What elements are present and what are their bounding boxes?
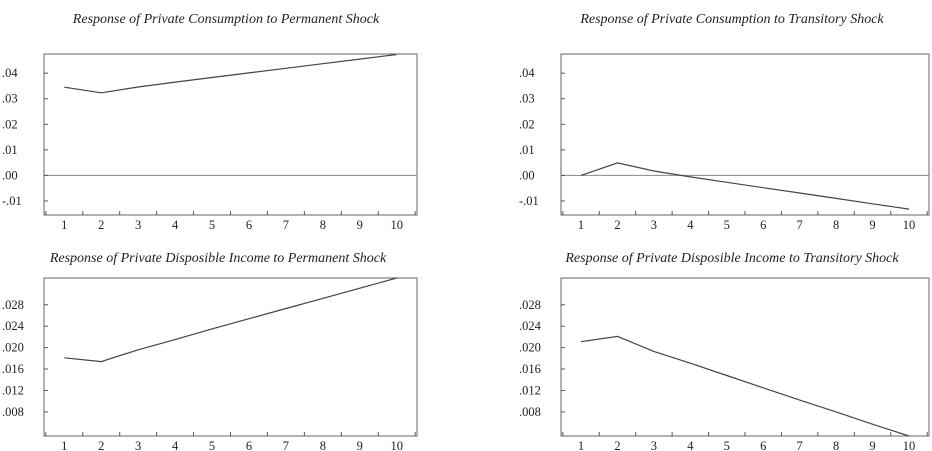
x-tick-label: 7 xyxy=(283,439,289,451)
series-line-1 xyxy=(64,277,397,363)
panel-2-title: Response of Private Consumption to Trans… xyxy=(579,12,884,27)
y-tick-label: .016 xyxy=(2,362,24,376)
chart-panel-2: .04 .03 .02 .01 .00 -.01 1 2 3 4 5 6 7 8 9 10 xyxy=(519,53,930,232)
x-tick-label: 2 xyxy=(98,439,104,451)
y-tick-label: .00 xyxy=(519,168,535,182)
y-tick-label: .028 xyxy=(2,298,24,312)
x-tick-label: 1 xyxy=(61,218,67,232)
x-tick-label: 7 xyxy=(797,218,803,232)
x-tick-label: 9 xyxy=(357,218,363,232)
x-tick-label: 6 xyxy=(760,439,766,451)
x-tick-label: 6 xyxy=(760,218,766,232)
y-tick-label: -.01 xyxy=(2,194,22,208)
plot-frame xyxy=(560,53,930,216)
y-tick-label: .008 xyxy=(519,405,541,419)
y-tick-label: .028 xyxy=(519,298,541,312)
x-tick-label: 10 xyxy=(903,218,916,232)
x-tick-label: 2 xyxy=(614,218,620,232)
plot-frame xyxy=(43,277,418,437)
chart-panel-1: .04 .03 .02 .01 .00 -.01 1 2 3 4 5 6 7 8 9 10 xyxy=(2,53,418,232)
x-tick-label: 6 xyxy=(246,439,252,451)
series-line-1 xyxy=(64,53,397,94)
x-tick-label: 8 xyxy=(833,439,839,451)
x-tick-label: 2 xyxy=(98,218,104,232)
x-tick-label: 4 xyxy=(687,439,694,451)
plot-frame xyxy=(560,277,930,437)
y-tick-label: .012 xyxy=(2,383,24,397)
y-tick-label: .020 xyxy=(2,341,24,355)
x-tick-label: 5 xyxy=(209,218,215,232)
x-tick-label: 1 xyxy=(61,439,67,451)
chart-panel-3: .028 .024 .020 .016 .012 .008 1 2 3 4 5 6 7 8 9 10 xyxy=(2,277,418,451)
x-tick-label: 8 xyxy=(833,218,839,232)
x-tick-label: 8 xyxy=(320,218,326,232)
y-tick-label: .00 xyxy=(2,168,18,182)
x-tick-label: 7 xyxy=(797,439,803,451)
y-tick-label: .04 xyxy=(2,66,18,80)
x-tick-label: 10 xyxy=(390,439,403,451)
y-tick-label: .020 xyxy=(519,341,541,355)
x-tick-label: 2 xyxy=(614,439,620,451)
x-tick-label: 5 xyxy=(724,218,730,232)
y-tick-label: .024 xyxy=(2,319,25,333)
y-tick-label: .024 xyxy=(519,319,542,333)
x-tick-label: 5 xyxy=(724,439,730,451)
y-tick-label: .01 xyxy=(519,143,535,157)
x-tick-label: 3 xyxy=(651,439,657,451)
x-tick-label: 10 xyxy=(390,218,403,232)
y-tick-label: .02 xyxy=(2,117,18,131)
series-line-1 xyxy=(580,335,910,437)
x-tick-label: 4 xyxy=(172,218,179,232)
x-tick-label: 9 xyxy=(869,439,875,451)
x-tick-label: 3 xyxy=(135,218,141,232)
y-tick-label: .012 xyxy=(519,383,541,397)
x-tick-label: 7 xyxy=(283,218,289,232)
x-tick-label: 1 xyxy=(578,218,584,232)
x-tick-label: 1 xyxy=(578,439,584,451)
panel-1-title: Response of Private Consumption to Perma… xyxy=(72,12,380,27)
panel-3-title: Response of Private Disposible Income to… xyxy=(49,251,387,266)
y-tick-label: .03 xyxy=(2,92,18,106)
y-tick-label: .02 xyxy=(519,117,535,131)
y-tick-label: .03 xyxy=(519,92,535,106)
x-tick-label: 3 xyxy=(135,439,141,451)
x-tick-label: 8 xyxy=(320,439,326,451)
y-tick-label: .016 xyxy=(519,362,541,376)
x-tick-label: 4 xyxy=(687,218,694,232)
x-tick-label: 4 xyxy=(172,439,179,451)
panel-4-title: Response of Private Disposible Income to… xyxy=(564,251,899,266)
x-tick-label: 9 xyxy=(357,439,363,451)
chart-panel-4: .028 .024 .020 .016 .012 .008 1 2 3 4 5 6 7 8 9 10 xyxy=(519,277,930,451)
y-tick-label: .008 xyxy=(2,405,24,419)
x-tick-label: 10 xyxy=(903,439,916,451)
y-tick-label: .04 xyxy=(519,66,535,80)
plot-frame xyxy=(43,53,418,216)
chart-panels: .04 .03 .02 .01 .00 -.01 1 2 3 4 5 6 7 8 9 10 .04 .03 .02.… xyxy=(2,53,930,451)
x-tick-label: 5 xyxy=(209,439,215,451)
x-tick-label: 3 xyxy=(651,218,657,232)
x-tick-label: 9 xyxy=(869,218,875,232)
y-tick-label: -.01 xyxy=(519,194,539,208)
y-tick-label: .01 xyxy=(2,143,18,157)
x-tick-label: 6 xyxy=(246,218,252,232)
series-line-1 xyxy=(580,162,910,210)
